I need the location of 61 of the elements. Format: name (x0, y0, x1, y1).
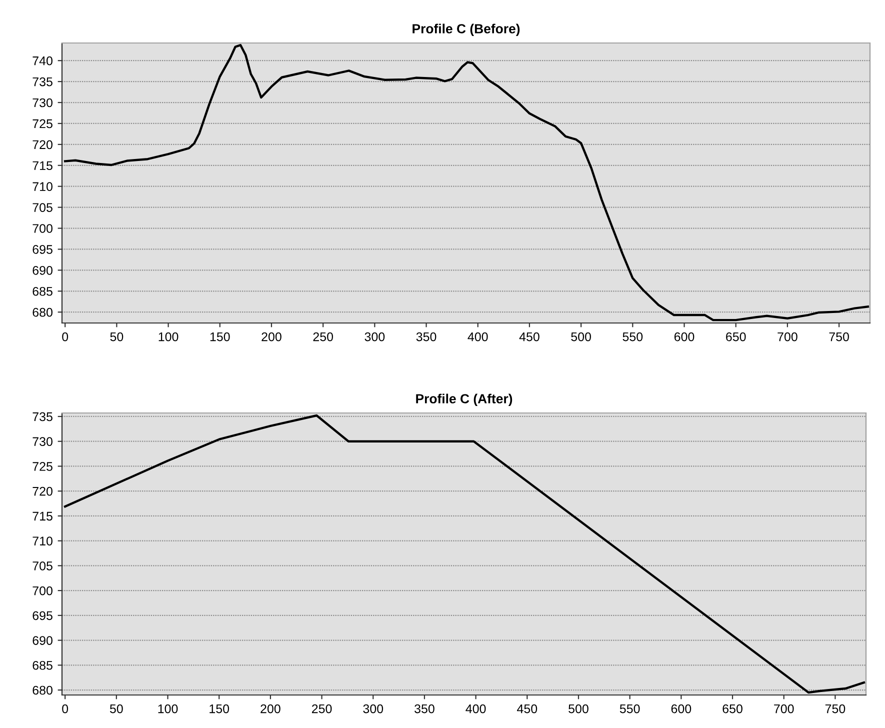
x-tick-label: 100 (158, 704, 178, 714)
x-tick-label: 550 (620, 704, 640, 714)
x-tick-label: 150 (210, 704, 230, 714)
y-tick-label: 690 (32, 636, 52, 645)
y-tick-label: 715 (32, 161, 52, 170)
x-tick-label: 300 (363, 704, 384, 714)
y-tick-label: 705 (32, 561, 52, 570)
y-tick-label: 715 (32, 512, 52, 521)
y-tick-label: 710 (32, 182, 52, 192)
x-tick-label: 750 (825, 704, 846, 714)
x-tick-label: 450 (519, 332, 540, 342)
x-tick-label: 50 (110, 332, 124, 342)
x-tick-label: 400 (466, 704, 486, 714)
x-tick-label: 400 (468, 332, 488, 342)
x-tick-label: 550 (622, 332, 643, 342)
y-tick-label: 700 (32, 224, 52, 233)
x-tick-label: 650 (726, 332, 746, 342)
x-tick-label: 100 (158, 332, 178, 342)
x-tick-label: 450 (517, 704, 538, 714)
x-tick-label: 500 (568, 704, 588, 714)
x-tick-label: 300 (364, 332, 385, 342)
y-tick-label: 700 (32, 586, 52, 596)
y-tick-label: 740 (32, 56, 52, 66)
y-tick-label: 730 (32, 437, 52, 446)
x-tick-label: 600 (671, 704, 692, 714)
x-tick-label: 750 (829, 332, 849, 342)
y-tick-label: 695 (32, 611, 52, 620)
line-series (64, 44, 870, 322)
x-tick-label: 650 (722, 704, 742, 714)
y-tick-label: 730 (32, 98, 52, 108)
x-tick-label: 350 (414, 704, 434, 714)
x-tick-label: 600 (674, 332, 694, 342)
x-tick-label: 500 (571, 332, 591, 342)
x-tick-label: 250 (312, 704, 332, 714)
y-tick-label: 680 (32, 686, 52, 695)
x-tick-label: 700 (778, 332, 798, 342)
y-tick-label: 725 (32, 119, 52, 128)
y-tick-label: 685 (32, 660, 52, 670)
chart-title: Profile C (After) (416, 394, 512, 406)
y-tick-label: 725 (32, 462, 52, 471)
y-tick-label: 685 (32, 286, 52, 296)
x-tick-label: 350 (416, 332, 436, 342)
x-tick-label: 0 (62, 332, 68, 342)
x-tick-label: 200 (262, 332, 282, 342)
y-tick-label: 735 (32, 412, 52, 422)
y-tick-label: 710 (32, 536, 52, 546)
x-tick-label: 50 (110, 704, 123, 714)
y-tick-label: 705 (32, 203, 52, 212)
y-tick-label: 680 (32, 308, 52, 317)
y-tick-label: 695 (32, 245, 52, 254)
x-tick-label: 250 (313, 332, 334, 342)
x-tick-label: 700 (774, 704, 794, 714)
x-tick-label: 150 (210, 332, 230, 342)
x-tick-label: 200 (260, 704, 280, 714)
line-series (64, 414, 866, 694)
y-tick-label: 690 (32, 266, 52, 275)
chart-title: Profile C (Before) (412, 24, 520, 36)
x-tick-label: 0 (62, 704, 68, 714)
y-tick-label: 720 (32, 140, 52, 150)
y-tick-label: 720 (32, 486, 52, 496)
y-tick-label: 735 (32, 77, 52, 86)
